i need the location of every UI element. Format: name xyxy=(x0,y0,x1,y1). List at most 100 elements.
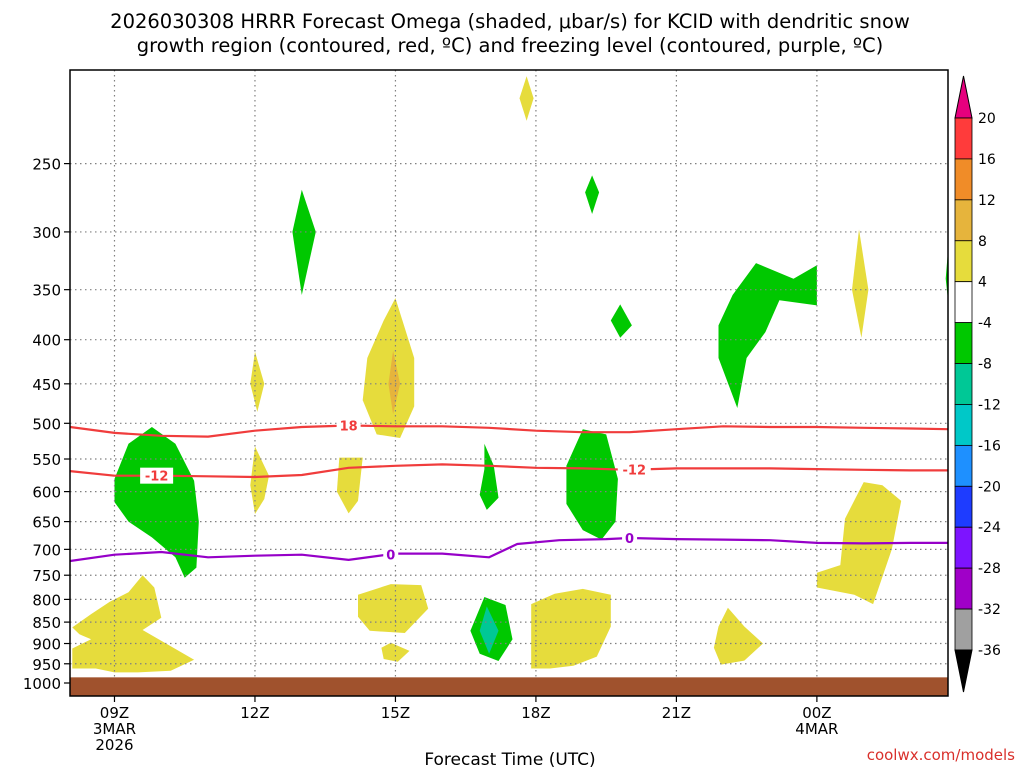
colorbar-label-10: -20 xyxy=(978,479,1001,495)
colorbar-bin-10 xyxy=(954,485,973,528)
contour-label-0b: 0 xyxy=(625,532,634,547)
contour-layer: 18 -12 -12 0 0 xyxy=(70,417,948,563)
contour-label-bg--18 xyxy=(336,417,361,434)
y-tick-label-400: 400 xyxy=(32,332,61,350)
colorbar-label-1: 20 xyxy=(978,111,996,127)
contour-line-0 xyxy=(70,536,948,563)
omega-region-19 xyxy=(72,575,195,673)
colorbar-label-12: -28 xyxy=(978,561,1001,577)
y-tick-label-750: 750 xyxy=(32,567,61,585)
colorbar-bin-11 xyxy=(954,526,973,569)
contour-label-0: 0 xyxy=(386,548,395,563)
omega-region-22 xyxy=(531,588,611,669)
y-tick-label-600: 600 xyxy=(32,484,61,502)
omega-region-20 xyxy=(358,584,429,633)
y-axis: 250 300 350 400 450 500 550 600 650 700 750 800 850 9… xyxy=(23,156,70,693)
colorbar-label-7: -8 xyxy=(978,357,992,373)
omega-region-3 xyxy=(610,304,632,338)
omega-region-14 xyxy=(388,350,401,415)
colorbar-bin-9 xyxy=(954,444,973,487)
colorbar-bin-1 xyxy=(954,117,973,160)
omega-region-23 xyxy=(713,607,763,665)
omega-region-16 xyxy=(250,446,269,514)
colorbar-label-2: 16 xyxy=(978,152,996,168)
omega-region-11 xyxy=(519,76,534,121)
colorbar-label-9: -16 xyxy=(978,438,1001,454)
colorbar-label-14: -36 xyxy=(978,643,1001,659)
x-tick-label-9-3: 2026 xyxy=(95,736,133,754)
y-tick-label-700: 700 xyxy=(32,541,61,559)
y-tick-label-300: 300 xyxy=(32,224,61,242)
x-tick-label-18-1: 18Z xyxy=(521,704,550,722)
omega-region-1 xyxy=(292,189,316,295)
y-tick-label-650: 650 xyxy=(32,514,61,532)
colorbar-label-3: 12 xyxy=(978,193,996,209)
plot-frame xyxy=(69,69,949,697)
plot-area: 18 -12 -12 0 0 xyxy=(69,69,949,697)
contour-label-bg-0b xyxy=(622,529,638,546)
omega-region-4 xyxy=(718,263,817,408)
credit-label: coolwx.com/models xyxy=(867,746,1015,764)
colorbar-bin-5 xyxy=(954,281,973,324)
contour-label-bg--12 xyxy=(140,467,174,484)
y-tick-label-850: 850 xyxy=(32,614,61,632)
omega-region-7 xyxy=(479,443,499,510)
y-tick-label-500: 500 xyxy=(32,415,61,433)
contour-line--18 xyxy=(70,424,948,438)
contour-label--18: 18 xyxy=(340,420,358,435)
x-tick-label-21-1: 21Z xyxy=(662,704,691,722)
x-tick-label-9-1: 09Z xyxy=(100,704,129,722)
colorbar-bin-3 xyxy=(954,199,973,242)
y-tick-label-350: 350 xyxy=(32,282,61,300)
y-tick-label-550: 550 xyxy=(32,451,61,469)
ground-surface xyxy=(70,677,948,696)
colorbar-bin-4 xyxy=(954,240,973,283)
x-tick-label-24-1: 00Z xyxy=(802,704,831,722)
contour-line--12 xyxy=(70,463,948,479)
y-tick-label-250: 250 xyxy=(32,156,61,174)
y-tick-label-800: 800 xyxy=(32,591,61,609)
omega-region-12 xyxy=(852,229,869,338)
colorbar-bin-7 xyxy=(954,363,973,405)
colorbar-bin-12 xyxy=(954,567,973,610)
omega-region-2 xyxy=(585,175,600,214)
contour-label--12: -12 xyxy=(145,470,169,485)
x-tick-label-12-1: 12Z xyxy=(240,704,269,722)
contour-label-bg-0 xyxy=(383,546,399,563)
chart-title-line2: growth region (contoured, red, ºC) and f… xyxy=(137,34,884,57)
colorbar-label-11: -24 xyxy=(978,520,1001,536)
y-tick-label-950: 950 xyxy=(32,656,61,674)
x-tick-label-24-2: 4MAR xyxy=(795,720,838,738)
grid-layer xyxy=(70,70,948,678)
omega-region-8 xyxy=(566,429,618,540)
colorbar: 20 16 12 8 4 -4 -8 -12 -16 -20 -24 -28 -32 -36 xyxy=(954,75,1001,693)
x-tick-label-15-1: 15Z xyxy=(381,704,410,722)
y-tick-label-450: 450 xyxy=(32,376,61,394)
colorbar-bin-8 xyxy=(954,404,973,446)
contour-label-bg--12b xyxy=(617,461,651,478)
omega-region-6 xyxy=(114,427,199,578)
omega-region-21 xyxy=(381,642,410,662)
colorbar-label-4: 8 xyxy=(978,234,987,250)
colorbar-label-13: -32 xyxy=(978,602,1001,618)
x-axis-title: Forecast Time (UTC) xyxy=(424,750,595,768)
omega-region-15 xyxy=(250,351,265,412)
colorbar-bottom-arrow xyxy=(954,649,973,693)
omega-region-13 xyxy=(362,298,415,438)
colorbar-bin-2 xyxy=(954,158,973,201)
chart-title-line1: 2026030308 HRRR Forecast Omega (shaded, … xyxy=(110,10,910,33)
y-tick-label-900: 900 xyxy=(32,636,61,654)
contour-label--12b: -12 xyxy=(623,464,647,479)
colorbar-bin-13 xyxy=(954,608,973,651)
colorbar-label-6: -4 xyxy=(978,316,992,332)
colorbar-label-8: -12 xyxy=(978,397,1001,413)
omega-region-10 xyxy=(479,606,499,654)
x-tick-label-9-2: 3MAR xyxy=(93,720,136,738)
colorbar-label-5: 4 xyxy=(978,275,987,291)
colorbar-bin-6 xyxy=(954,322,973,364)
omega-region-17 xyxy=(336,457,363,514)
colorbar-top-arrow xyxy=(954,75,973,119)
y-tick-label-1000: 1000 xyxy=(23,675,61,693)
